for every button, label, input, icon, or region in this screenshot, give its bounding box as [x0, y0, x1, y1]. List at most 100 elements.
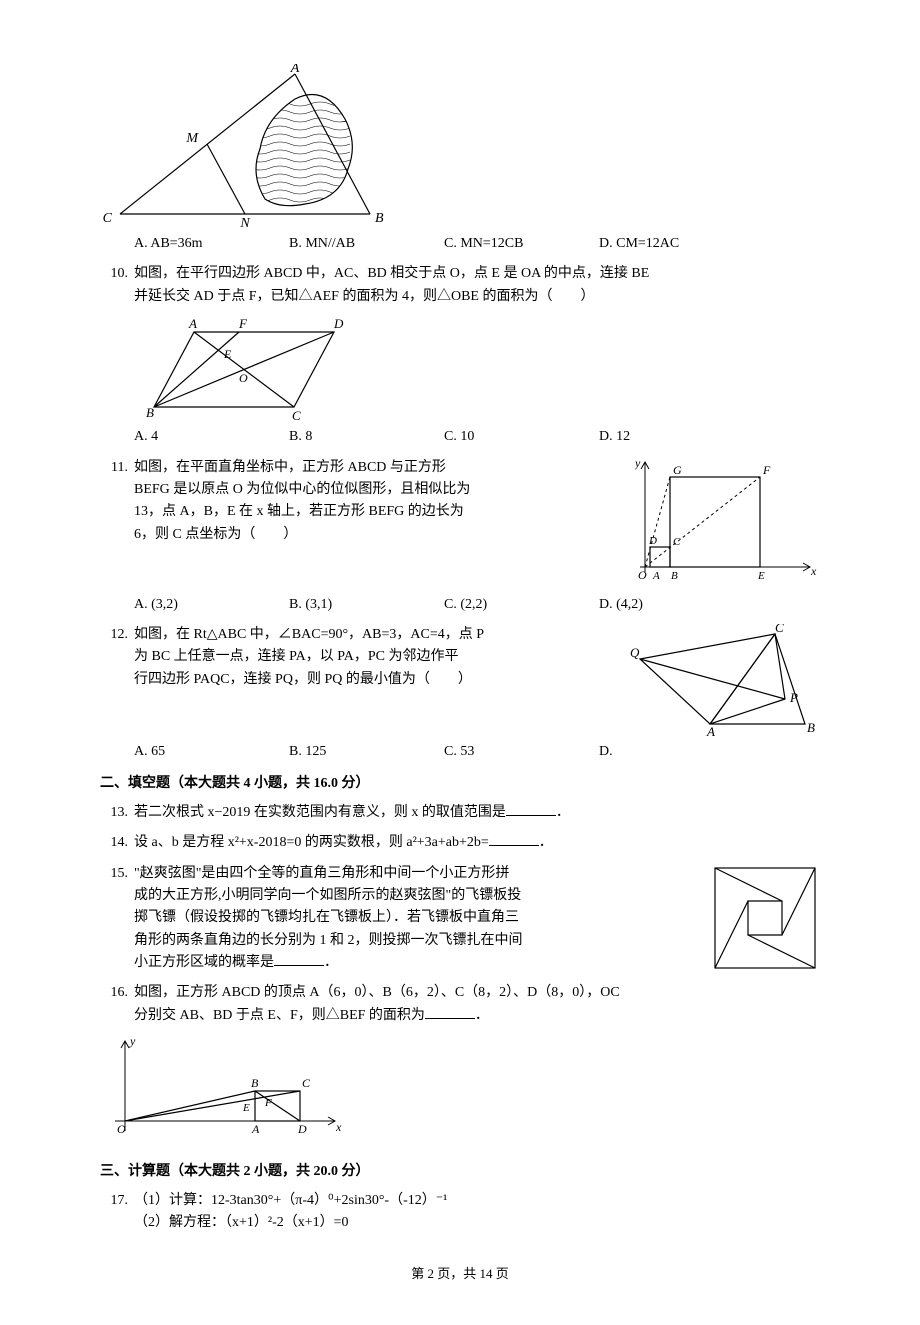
q14-suffix: ．	[539, 835, 553, 850]
q14-num: 14.	[100, 832, 128, 854]
svg-text:x: x	[335, 1120, 342, 1134]
q15-text-3: 掷飞镖（假设投掷的飞镖均扎在飞镖板上）．若飞镖板中直角三	[134, 907, 700, 929]
q16-text-2: 分别交 AB、BD 于点 E、F，则△BEF 的面积为	[134, 1008, 425, 1023]
q11-text-2: BEFG 是以原点 O 为位似中心的位似图形，且相似比为	[134, 479, 625, 501]
q9-figure: A B C M N	[100, 64, 820, 229]
q10-figure: A F D B C E O	[134, 312, 820, 422]
svg-text:D: D	[297, 1122, 307, 1136]
q15-text-1: "赵爽弦图"是由四个全等的直角三角形和中间一个小正方形拼	[134, 863, 700, 885]
q16-suffix: ．	[475, 1008, 489, 1023]
svg-text:A: A	[652, 570, 660, 582]
q9-option-a: A. AB=36m	[134, 233, 289, 255]
svg-text:C: C	[775, 624, 784, 635]
svg-text:C: C	[292, 408, 301, 422]
q11-figure: O A B E x y D C G F	[635, 457, 820, 592]
svg-text:M: M	[185, 131, 199, 146]
q15-suffix: ．	[324, 955, 338, 970]
q14-blank	[489, 832, 539, 846]
svg-text:B: B	[375, 211, 384, 226]
svg-text:C: C	[103, 211, 113, 226]
q13-suffix: ．	[556, 805, 570, 820]
svg-text:E: E	[223, 347, 232, 361]
q17-text-2: （2）解方程：（x+1）²-2（x+1）=0	[134, 1212, 820, 1234]
q9-option-c: C. MN=12CB	[444, 233, 599, 255]
svg-text:E: E	[242, 1102, 250, 1114]
svg-text:F: F	[238, 316, 248, 331]
q13-num: 13.	[100, 802, 128, 824]
q11-option-c: C. (2,2)	[444, 594, 599, 616]
svg-text:A: A	[188, 316, 197, 331]
q16-num: 16.	[100, 982, 128, 1004]
q9-options: A. AB=36m B. MN//AB C. MN=12CB D. CM=12A…	[134, 233, 820, 255]
q15-num: 15.	[100, 863, 128, 885]
q10-option-c: C. 10	[444, 426, 599, 448]
q11-options: A. (3,2) B. (3,1) C. (2,2) D. (4,2)	[134, 594, 820, 616]
q10-option-a: A. 4	[134, 426, 289, 448]
q12-option-d: D.	[599, 741, 754, 763]
q9-option-b: B. MN//AB	[289, 233, 444, 255]
q10-text-1: 如图，在平行四边形 ABCD 中，AC、BD 相交于点 O，点 E 是 OA 的…	[134, 263, 820, 285]
svg-text:B: B	[251, 1076, 259, 1090]
q16-text-1: 如图，正方形 ABCD 的顶点 A（6，0）、B（6，2）、C（8，2）、D（8…	[134, 982, 820, 1004]
q10-options: A. 4 B. 8 C. 10 D. 12	[134, 426, 820, 448]
q17-text-1: （1）计算：12-3tan30°+（π-4）⁰+2sin30°-（-12）⁻¹	[134, 1190, 820, 1212]
q12-text-2: 为 BC 上任意一点，连接 PA，以 PA，PC 为邻边作平	[134, 646, 615, 668]
q11-option-b: B. (3,1)	[289, 594, 444, 616]
question-14: 14. 设 a、b 是方程 x²+x-2018=0 的两实数根，则 a²+3a+…	[100, 832, 820, 854]
svg-text:A: A	[251, 1122, 260, 1136]
q12-option-a: A. 65	[134, 741, 289, 763]
q12-option-c: C. 53	[444, 741, 599, 763]
q11-option-d: D. (4,2)	[599, 594, 754, 616]
question-16: 16. 如图，正方形 ABCD 的顶点 A（6，0）、B（6，2）、C（8，2）…	[100, 982, 820, 1151]
q15-text-5: 小正方形区域的概率是	[134, 955, 274, 970]
section3-heading: 三、计算题（本大题共 2 小题，共 20.0 分）	[100, 1161, 820, 1183]
q11-num: 11.	[100, 457, 128, 479]
svg-text:O: O	[239, 371, 248, 385]
svg-text:O: O	[638, 568, 647, 582]
question-13: 13. 若二次根式 x−2019 在实数范围内有意义，则 x 的取值范围是 ．	[100, 802, 820, 824]
svg-text:x: x	[810, 564, 817, 578]
q10-num: 10.	[100, 263, 128, 285]
q14-text: 设 a、b 是方程 x²+x-2018=0 的两实数根，则 a²+3a+ab+2…	[134, 835, 489, 850]
q16-figure: O A D B C E F x y	[100, 1031, 820, 1151]
svg-text:N: N	[239, 216, 250, 229]
question-10: 10. 如图，在平行四边形 ABCD 中，AC、BD 相交于点 O，点 E 是 …	[100, 263, 820, 448]
q10-option-b: B. 8	[289, 426, 444, 448]
q12-text-1: 如图，在 Rt△ABC 中，∠BAC=90°，AB=3，AC=4，点 P	[134, 624, 615, 646]
q17-num: 17.	[100, 1190, 128, 1212]
q12-options: A. 65 B. 125 C. 53 D.	[134, 741, 820, 763]
q11-text-1: 如图，在平面直角坐标中，正方形 ABCD 与正方形	[134, 457, 625, 479]
svg-text:y: y	[129, 1034, 136, 1048]
question-9-continued: A B C M N A. AB=36m B. MN//AB C. MN=12CB…	[100, 64, 820, 255]
svg-text:y: y	[635, 457, 641, 470]
q12-option-b: B. 125	[289, 741, 444, 763]
question-11: 11. 如图，在平面直角坐标中，正方形 ABCD 与正方形 BEFG 是以原点 …	[100, 457, 820, 616]
svg-text:B: B	[807, 720, 815, 735]
q15-blank	[274, 952, 324, 966]
q12-text-3: 行四边形 PAQC，连接 PQ，则 PQ 的最小值为（ ）	[134, 669, 615, 691]
q10-option-d: D. 12	[599, 426, 754, 448]
svg-text:O: O	[117, 1122, 126, 1136]
q12-num: 12.	[100, 624, 128, 646]
svg-text:G: G	[673, 463, 682, 477]
svg-text:F: F	[264, 1097, 272, 1109]
question-12: 12. 如图，在 Rt△ABC 中，∠BAC=90°，AB=3，AC=4，点 P…	[100, 624, 820, 763]
q12-figure: A B C P Q	[625, 624, 820, 739]
question-15: 15. "赵爽弦图"是由四个全等的直角三角形和中间一个小正方形拼 成的大正方形,…	[100, 863, 820, 975]
section2-heading: 二、填空题（本大题共 4 小题，共 16.0 分）	[100, 773, 820, 795]
q15-text-4: 角形的两条直角边的长分别为 1 和 2，则投掷一次飞镖扎在中间	[134, 930, 700, 952]
q15-text-2: 成的大正方形,小明同学向一个如图所示的赵爽弦图"的飞镖板投	[134, 885, 700, 907]
q11-option-a: A. (3,2)	[134, 594, 289, 616]
q16-blank	[425, 1005, 475, 1019]
q13-text: 若二次根式 x−2019 在实数范围内有意义，则 x 的取值范围是	[134, 805, 506, 820]
svg-text:Q: Q	[630, 645, 640, 660]
q10-text-2: 并延长交 AD 于点 F，已知△AEF 的面积为 4，则△OBE 的面积为（ ）	[134, 286, 820, 308]
q15-figure	[710, 863, 820, 975]
svg-text:E: E	[757, 570, 765, 582]
svg-text:A: A	[290, 64, 300, 76]
svg-text:F: F	[762, 463, 771, 477]
svg-text:A: A	[706, 724, 715, 739]
svg-text:D: D	[648, 535, 657, 547]
question-17: 17. （1）计算：12-3tan30°+（π-4）⁰+2sin30°-（-12…	[100, 1190, 820, 1235]
page-footer: 第 2 页，共 14 页	[100, 1264, 820, 1285]
